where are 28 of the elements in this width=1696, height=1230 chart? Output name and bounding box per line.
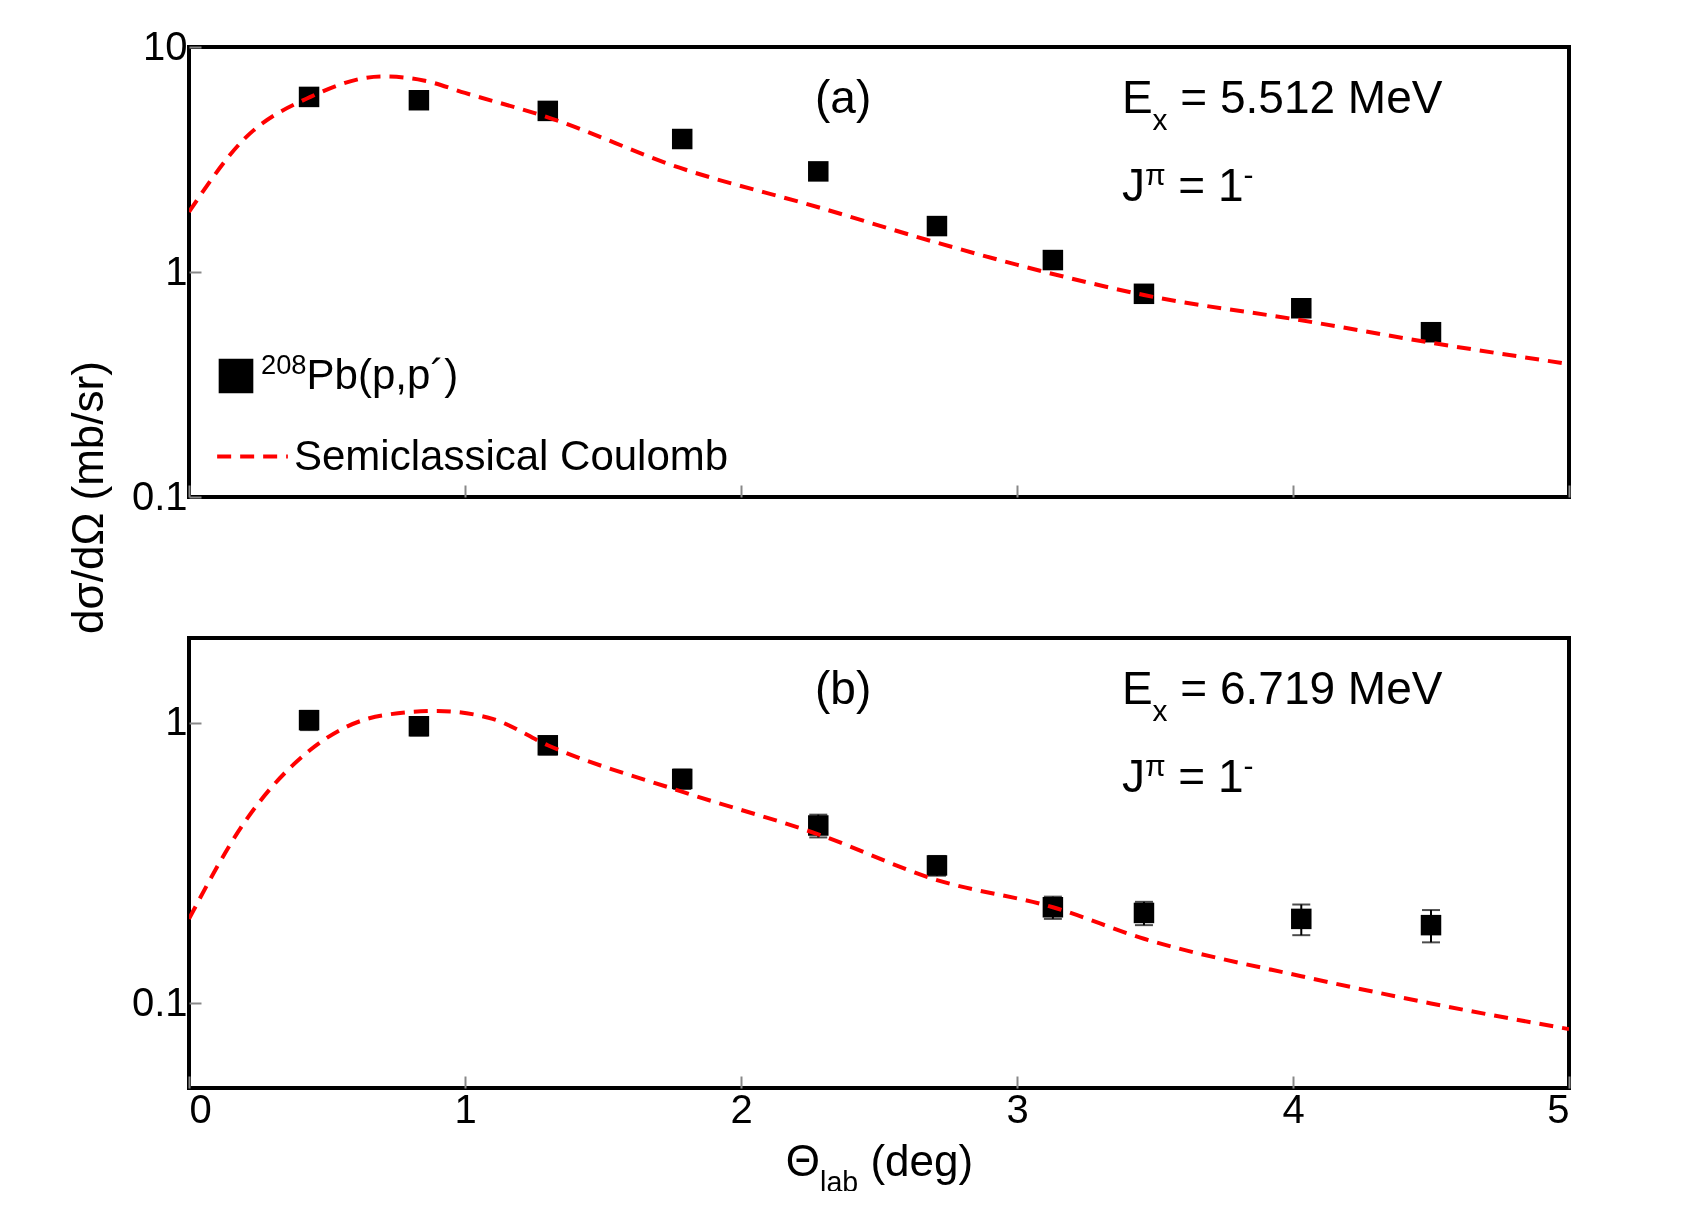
x-tick-label: 5	[1547, 1086, 1570, 1131]
y-tick-label: 1	[165, 699, 188, 744]
annotation: J$^{π}$ = 1$^{-}$	[1121, 157, 1254, 211]
legend-label: $^{208}$Pb(p,p´)	[261, 348, 459, 398]
point	[1042, 249, 1064, 271]
x-axis-title: Θ$_{lab}$ (deg)	[785, 1135, 974, 1198]
annotation: E$_{x}$ = 6.719 MeV	[1121, 661, 1443, 727]
x-tick-label: 3	[1006, 1086, 1029, 1131]
point	[1291, 298, 1312, 319]
y-tick-label: 10	[143, 23, 188, 68]
x-tick-label: 1	[454, 1086, 477, 1131]
x-tick-label: 4	[1282, 1086, 1305, 1131]
x-tick-label: 0	[189, 1086, 212, 1131]
point	[926, 215, 948, 237]
legend-label: Semiclassical Coulomb	[294, 431, 729, 479]
point	[408, 89, 430, 111]
point	[671, 128, 693, 150]
annotation: (a)	[815, 70, 872, 123]
x-tick-label: 2	[730, 1086, 753, 1131]
annotation: E$_{x}$ = 5.512 MeV	[1121, 70, 1443, 136]
y-tick-label: 1	[165, 248, 188, 293]
annotation: (b)	[815, 661, 872, 714]
y-tick-label: 0.1	[131, 473, 188, 518]
y-axis-title: dσ/dΩ (mb/sr)	[62, 361, 112, 634]
point	[1420, 321, 1442, 343]
annotation: J$^{π}$ = 1$^{-}$	[1121, 748, 1254, 802]
y-tick-label: 0.1	[131, 979, 188, 1024]
point	[808, 161, 829, 182]
